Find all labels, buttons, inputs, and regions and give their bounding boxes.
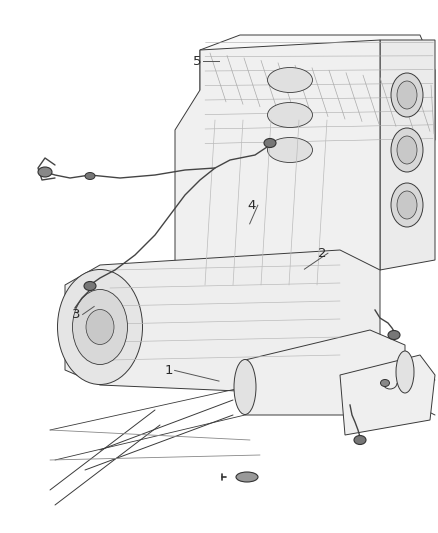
Polygon shape <box>340 355 435 435</box>
Text: 4: 4 <box>247 199 256 212</box>
Text: 3: 3 <box>72 308 81 321</box>
Ellipse shape <box>268 138 312 163</box>
Polygon shape <box>175 40 380 295</box>
Ellipse shape <box>85 173 95 180</box>
Ellipse shape <box>354 435 366 445</box>
Ellipse shape <box>73 289 127 365</box>
Ellipse shape <box>388 330 400 340</box>
Ellipse shape <box>236 472 258 482</box>
Ellipse shape <box>391 73 423 117</box>
Ellipse shape <box>381 379 389 386</box>
Ellipse shape <box>396 351 414 393</box>
Ellipse shape <box>234 359 256 415</box>
Ellipse shape <box>264 139 276 148</box>
Text: 1: 1 <box>164 364 173 377</box>
Polygon shape <box>380 40 435 270</box>
Ellipse shape <box>397 81 417 109</box>
Ellipse shape <box>391 128 423 172</box>
Ellipse shape <box>397 191 417 219</box>
Text: 2: 2 <box>318 247 326 260</box>
Ellipse shape <box>391 183 423 227</box>
Ellipse shape <box>86 310 114 344</box>
Polygon shape <box>245 330 405 415</box>
Ellipse shape <box>38 167 52 177</box>
Polygon shape <box>65 250 380 395</box>
Ellipse shape <box>57 270 142 384</box>
Ellipse shape <box>268 68 312 93</box>
Ellipse shape <box>268 102 312 127</box>
Ellipse shape <box>84 281 96 290</box>
Text: 5: 5 <box>193 55 201 68</box>
Polygon shape <box>200 35 435 155</box>
Ellipse shape <box>397 136 417 164</box>
